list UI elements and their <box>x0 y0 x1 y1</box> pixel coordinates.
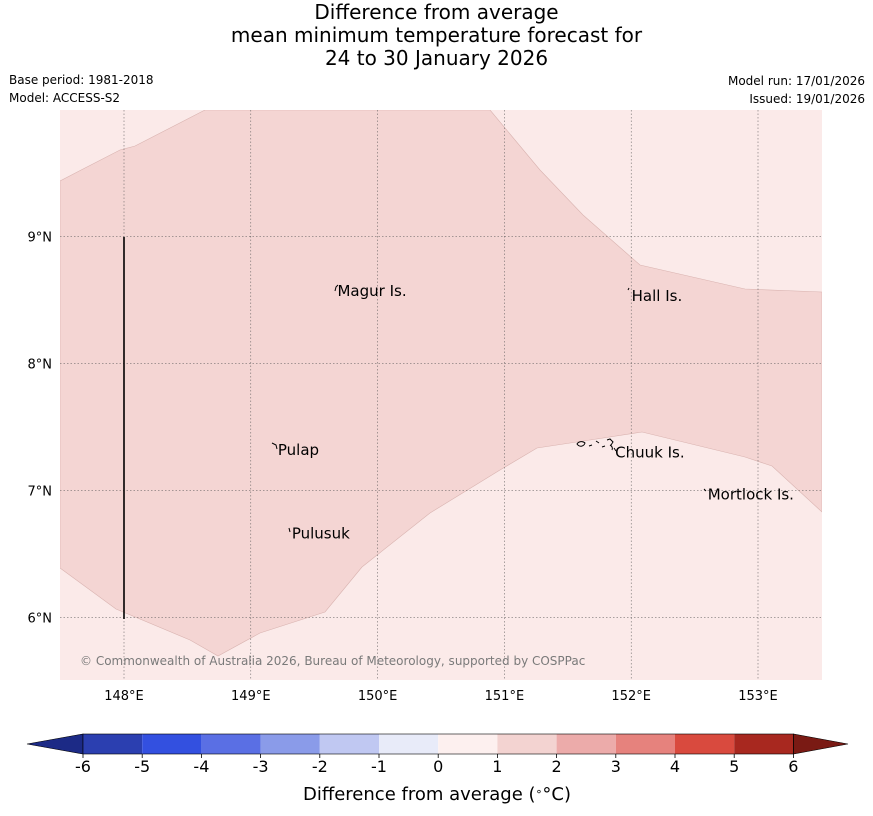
colorbar-segment <box>142 734 202 754</box>
place-label: Pulap <box>278 441 319 459</box>
island-outlines <box>271 284 707 533</box>
issued-date: Issued: 19/01/2026 <box>749 92 865 106</box>
colorbar-segment <box>201 734 261 754</box>
meta-right: Model run: 17/01/2026 Issued: 19/01/2026 <box>728 72 865 108</box>
x-tick-label: 150°E <box>358 689 398 704</box>
colorbar-over-arrow <box>793 733 849 755</box>
colorbar-tick-label: 0 <box>433 757 443 776</box>
title-line-2: mean minimum temperature forecast for <box>230 23 643 47</box>
y-tick-label: 6°N <box>28 612 53 627</box>
colorbar-tick-label: 3 <box>611 757 621 776</box>
place-label: Magur Is. <box>337 282 406 300</box>
hall-island-shape <box>627 287 630 291</box>
x-tick-label: 153°E <box>738 689 778 704</box>
x-tick-label: 151°E <box>485 689 525 704</box>
y-tick-label: 7°N <box>28 485 53 500</box>
place-label: Chuuk Is. <box>615 443 684 461</box>
x-axis-ticks: 148°E 149°E 150°E 151°E 152°E 153°E <box>104 689 778 704</box>
colorbar-tick-label: 6 <box>788 757 798 776</box>
colorbar-tick-label: -5 <box>134 757 150 776</box>
chuuk-lagoon-shape <box>576 438 617 452</box>
colorbar-segment <box>615 734 675 754</box>
colorbar-segment <box>675 734 735 754</box>
y-tick-label: 9°N <box>28 231 53 246</box>
place-label: Hall Is. <box>632 287 683 305</box>
x-tick-label: 152°E <box>611 689 651 704</box>
title-line-1: Difference from average <box>314 0 559 24</box>
place-labels: Magur Is. Hall Is. Pulap Chuuk Is. Mortlock … <box>278 282 794 543</box>
map-area <box>60 110 822 680</box>
colorbar-tick-label: -2 <box>312 757 328 776</box>
colorbar-tick-label: 5 <box>729 757 739 776</box>
copyright-notice: © Commonwealth of Australia 2026, Bureau… <box>80 654 585 668</box>
magur-island-shape <box>334 284 339 292</box>
x-tick-label: 149°E <box>231 689 271 704</box>
colorbar-label: Difference from average (∘°C) <box>303 784 571 805</box>
colorbar-segment <box>438 734 498 754</box>
model-run: Model run: 17/01/2026 <box>727 74 865 88</box>
colorbar-segment <box>379 734 439 754</box>
colorbar-tick-label: -1 <box>371 757 387 776</box>
colorbar-label-text: Difference from average ( <box>303 784 536 805</box>
colorbar-segment <box>556 734 616 754</box>
mortlock-island-shape <box>703 488 707 492</box>
x-tick-label: 148°E <box>104 689 144 704</box>
y-tick-label: 8°N <box>28 358 53 373</box>
colorbar-label-unit: °C) <box>542 784 571 805</box>
colorbar-tick-label: 2 <box>552 757 562 776</box>
meta-left: Base period: 1981-2018 Model: ACCESS-S2 <box>9 71 154 107</box>
degree-symbol: ∘ <box>536 785 543 798</box>
colorbar <box>26 733 849 755</box>
y-axis-ticks: 9°N 8°N 7°N 6°N <box>28 231 53 627</box>
colorbar-tick-label: -3 <box>253 757 269 776</box>
colorbar-segment <box>497 734 557 754</box>
colorbar-tick-label: -4 <box>193 757 209 776</box>
colorbar-tick-label: -6 <box>75 757 91 776</box>
colorbar-segment <box>734 734 794 754</box>
pulap-island-shape <box>271 442 278 450</box>
anomaly-band-1-2 <box>60 110 822 657</box>
colorbar-under-arrow <box>26 733 84 755</box>
place-label: Pulusuk <box>292 525 350 543</box>
place-label: Mortlock Is. <box>708 485 794 503</box>
model-name: Model: ACCESS-S2 <box>9 91 121 105</box>
title-line-3: 24 to 30 January 2026 <box>324 46 549 70</box>
colorbar-segment <box>319 734 379 754</box>
colorbar-tick-label: 1 <box>492 757 502 776</box>
map-grid <box>60 110 822 680</box>
pulusuk-island-shape <box>288 527 291 533</box>
base-period: Base period: 1981-2018 <box>9 73 154 87</box>
colorbar-ticks: -6 -5 -4 -3 -2 -1 0 1 2 3 4 5 6 <box>75 754 798 776</box>
colorbar-segment <box>83 734 143 754</box>
colorbar-tick-label: 4 <box>670 757 680 776</box>
colorbar-segment <box>260 734 320 754</box>
